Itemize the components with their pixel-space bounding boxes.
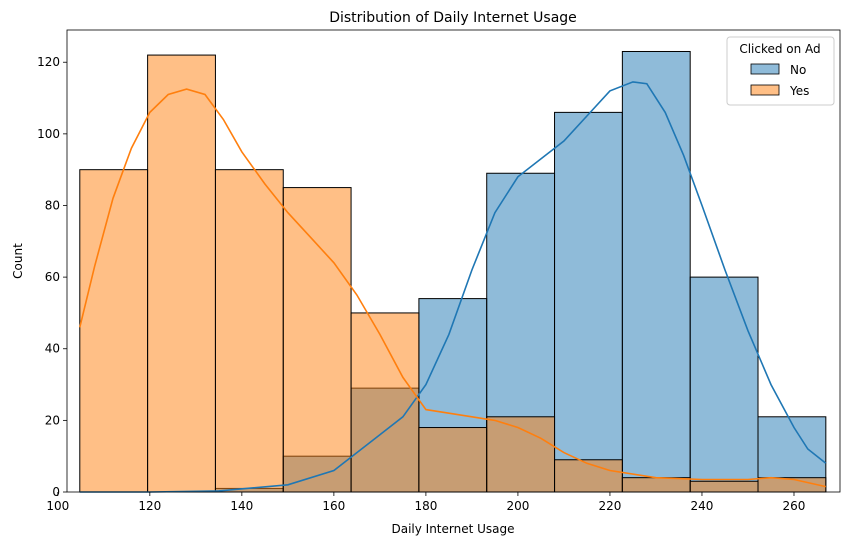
bars-yes <box>79 54 827 493</box>
x-tick-label: 260 <box>783 499 806 513</box>
bar-yes-1 <box>147 54 216 493</box>
legend-label-no: No <box>790 63 806 77</box>
axes-frame <box>66 29 841 493</box>
y-tick-label: 40 <box>45 342 60 356</box>
y-tick-label: 0 <box>52 485 60 499</box>
legend-label-yes: Yes <box>789 84 809 98</box>
x-tick-label: 240 <box>691 499 714 513</box>
y-axis-label: Count <box>11 243 25 279</box>
bar-yes-7 <box>554 459 623 493</box>
x-tick-label: 100 <box>46 499 69 513</box>
plot-area <box>79 50 827 493</box>
x-tick-label: 160 <box>322 499 345 513</box>
legend-swatch-no <box>750 63 780 75</box>
bar-yes-0 <box>79 169 149 493</box>
y-tick-label: 120 <box>37 55 60 69</box>
y-tick-label: 20 <box>45 413 60 427</box>
x-axis-label: Daily Internet Usage <box>391 522 514 536</box>
bar-yes-8 <box>621 477 691 493</box>
chart-title: Distribution of Daily Internet Usage <box>329 10 577 26</box>
y-tick-label: 60 <box>45 270 60 284</box>
x-tick-label: 140 <box>230 499 253 513</box>
bar-no-7 <box>554 111 623 493</box>
bar-yes-9 <box>689 480 759 493</box>
bar-yes-5 <box>418 427 488 493</box>
y-tick-label: 100 <box>37 127 60 141</box>
bar-no-8 <box>621 50 691 493</box>
x-tick-label: 120 <box>138 499 161 513</box>
kde-line-no <box>79 81 827 493</box>
y-axis-ticks: 0 20 40 60 80 100 120 <box>37 55 67 499</box>
bar-yes-4 <box>350 312 420 493</box>
kde-line-yes <box>79 88 826 488</box>
x-tick-label: 220 <box>598 499 621 513</box>
x-tick-label: 200 <box>506 499 529 513</box>
legend-title: Clicked on Ad <box>739 42 820 56</box>
x-axis-ticks: 100 120 140 160 180 200 220 240 260 <box>46 492 805 513</box>
legend-swatch-yes <box>750 84 780 96</box>
y-tick-label: 80 <box>45 198 60 212</box>
bar-no-9 <box>689 276 759 493</box>
legend: Clicked on Ad No Yes <box>726 36 835 106</box>
bar-yes-3 <box>282 187 352 493</box>
bar-yes-2 <box>214 169 284 493</box>
x-tick-label: 180 <box>414 499 437 513</box>
